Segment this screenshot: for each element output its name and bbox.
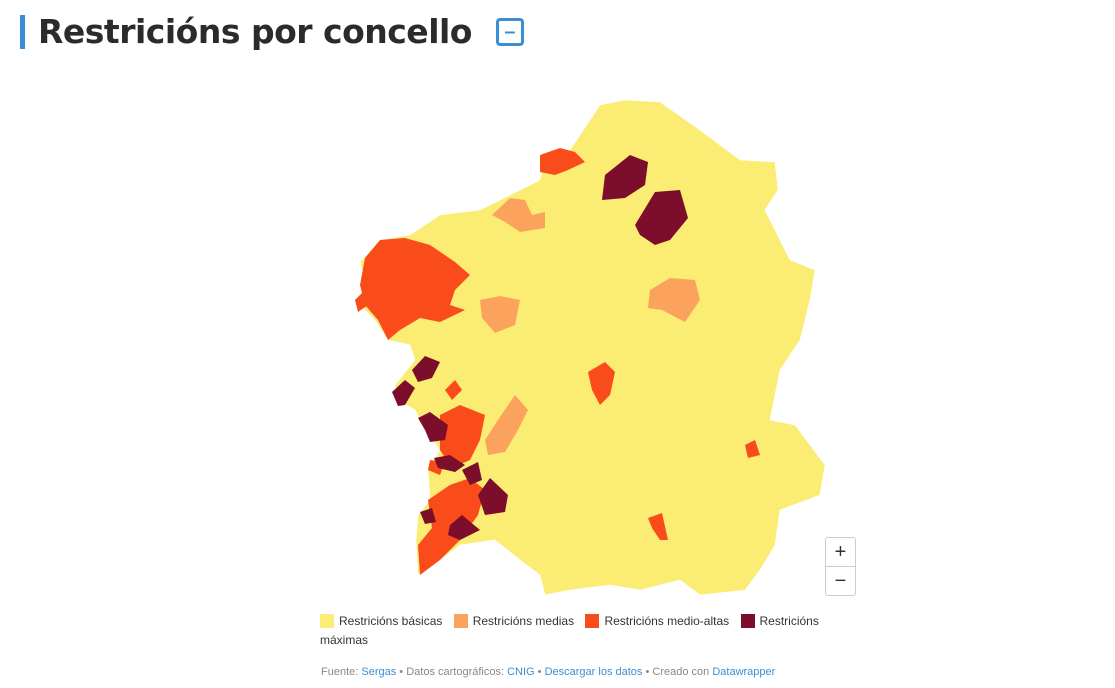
legend: Restricións básicas Restricións medias R… xyxy=(320,612,840,650)
region-medias[interactable] xyxy=(480,198,700,455)
legend-label: Restricións máximas xyxy=(320,614,819,647)
separator: • xyxy=(537,666,542,678)
legend-label: Restricións básicas xyxy=(339,614,443,628)
legend-swatch xyxy=(320,614,334,628)
legend-swatch xyxy=(740,614,755,628)
page-title: Restricións por concello xyxy=(38,12,472,51)
legend-item: Restricións medio-altas xyxy=(585,614,729,628)
legend-label: Restricións medias xyxy=(472,614,575,628)
separator: • xyxy=(399,666,404,678)
zoom-out-button[interactable]: − xyxy=(826,566,855,595)
collapse-button[interactable]: – xyxy=(495,17,524,46)
source-link[interactable]: Sergas xyxy=(361,666,397,678)
download-data-link[interactable]: Descargar los datos xyxy=(544,666,643,678)
legend-swatch xyxy=(585,614,600,628)
chart-header: Restricións por concello – xyxy=(20,12,524,51)
separator: • xyxy=(645,666,650,678)
footer: Fuente: Sergas • Datos cartográficos: CN… xyxy=(321,666,775,678)
carto-label: Datos cartográficos: xyxy=(406,666,505,678)
legend-swatch xyxy=(453,614,468,628)
map-zoom-controls: + − xyxy=(825,537,856,596)
legend-label: Restricións medio-altas xyxy=(604,614,730,628)
region-maximas[interactable] xyxy=(392,155,688,540)
legend-item: Restricións básicas xyxy=(320,614,442,628)
created-label: Creado con xyxy=(652,666,710,678)
legend-item: Restricións medias xyxy=(453,614,575,628)
legend-item: Restricións máximas xyxy=(320,614,819,647)
carto-link[interactable]: CNIG xyxy=(507,666,535,678)
source-label: Fuente: xyxy=(321,666,359,678)
title-accent-bar xyxy=(20,14,25,49)
zoom-in-button[interactable]: + xyxy=(834,540,847,563)
datawrapper-link[interactable]: Datawrapper xyxy=(712,666,776,678)
